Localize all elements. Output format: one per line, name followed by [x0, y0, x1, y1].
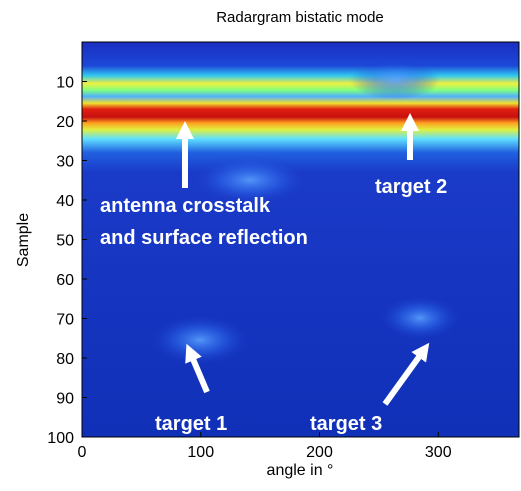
y-tick-label: 70	[56, 312, 74, 329]
y-tick-label: 10	[56, 75, 74, 92]
x-axis-label: angle in °	[267, 462, 334, 479]
y-tick-label: 50	[56, 233, 74, 250]
annotation: target 2	[375, 176, 447, 198]
plot-area	[81, 41, 520, 438]
x-tick-label: 0	[78, 444, 87, 461]
x-tick-label: 100	[187, 444, 214, 461]
annotation: antenna crosstalk	[100, 195, 271, 217]
arrow	[185, 343, 210, 394]
annotation: target 3	[310, 413, 382, 435]
y-tick-label: 40	[56, 193, 74, 210]
y-tick-label: 90	[56, 391, 74, 408]
arrow	[382, 342, 430, 406]
heatmap-image	[82, 42, 519, 437]
annotation: target 1	[155, 413, 227, 435]
chart-title: Radargram bistatic mode	[216, 9, 384, 26]
heatmap-blob	[150, 315, 250, 365]
x-tick-label: 200	[306, 444, 333, 461]
heatmap-blob	[190, 155, 310, 205]
heatmap-blob	[380, 296, 460, 340]
arrows	[176, 113, 430, 406]
y-tick-label: 30	[56, 154, 74, 171]
y-tick-label: 100	[47, 430, 74, 447]
y-tick-label: 80	[56, 351, 74, 368]
heatmap-blob	[350, 60, 440, 100]
y-tick-label: 60	[56, 272, 74, 289]
y-tick-label: 20	[56, 114, 74, 131]
annotation: and surface reflection	[100, 227, 308, 249]
y-axis-label: Sample	[15, 213, 32, 267]
x-tick-label: 300	[425, 444, 452, 461]
